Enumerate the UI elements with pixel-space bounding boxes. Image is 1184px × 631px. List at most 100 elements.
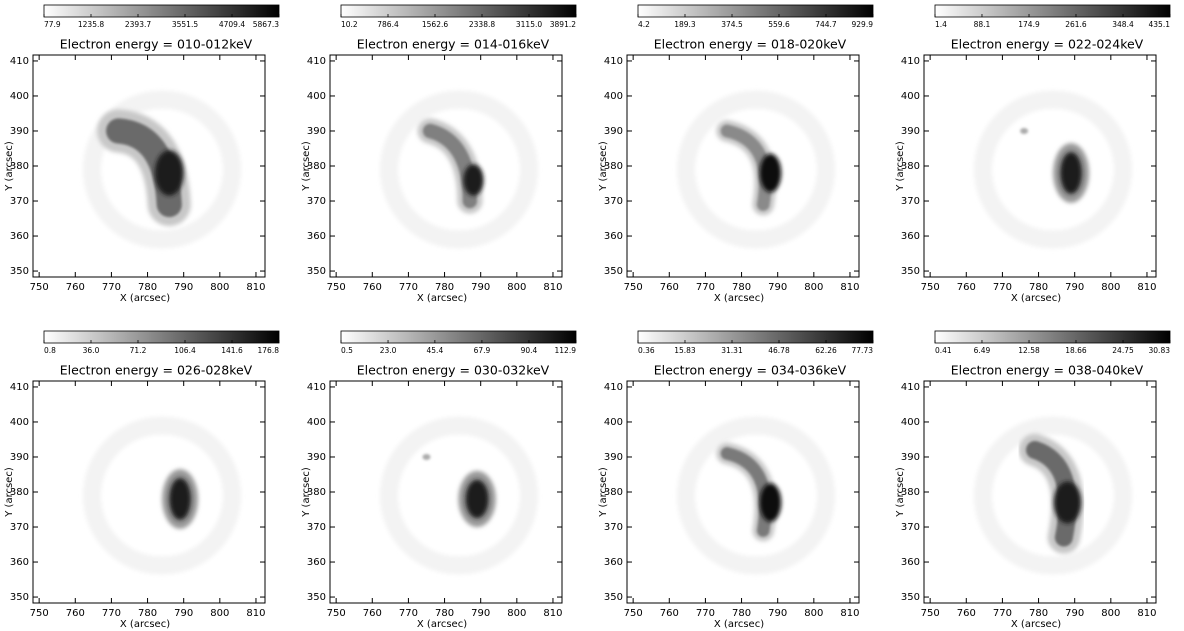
y-tick-label: 370 <box>901 522 920 533</box>
colorbar-tick-label: 24.75 <box>1112 346 1134 355</box>
colorbar-tick-label: 3551.5 <box>172 20 198 29</box>
x-axis-label: X (arcsec) <box>1011 619 1061 630</box>
colorbar-tick-label: 88.1 <box>974 20 991 29</box>
y-axis-label: Y (arcsec) <box>301 141 312 192</box>
y-axis-label: Y (arcsec) <box>895 467 906 518</box>
x-tick-label: 780 <box>732 282 751 293</box>
colorbar-tick-label: 176.8 <box>258 346 280 355</box>
image <box>33 381 265 603</box>
colorbar-tick-label: 1562.6 <box>422 20 448 29</box>
panel-title: Electron energy = 010-012keV <box>60 37 253 52</box>
colorbar-tick-label: 18.66 <box>1065 346 1087 355</box>
y-tick-label: 410 <box>604 56 623 67</box>
x-tick-label: 790 <box>768 608 787 619</box>
colorbar <box>934 4 1171 18</box>
x-axis-label: X (arcsec) <box>714 293 764 304</box>
x-tick-label: 770 <box>993 282 1012 293</box>
colorbar <box>637 4 874 18</box>
colorbar-tick-label: 46.78 <box>768 346 790 355</box>
colorbar-tick-label: 174.9 <box>1018 20 1040 29</box>
haze <box>83 416 242 575</box>
y-tick-label: 360 <box>901 557 920 568</box>
y-tick-label: 400 <box>10 417 29 428</box>
x-tick-label: 790 <box>471 282 490 293</box>
y-axis-label: Y (arcsec) <box>598 467 609 518</box>
colorbar-tick-label: 31.31 <box>721 346 743 355</box>
y-tick-label: 400 <box>307 417 326 428</box>
y-tick-label: 380 <box>10 161 29 172</box>
y-tick-label: 400 <box>901 417 920 428</box>
colorbar-tick-label: 189.3 <box>674 20 696 29</box>
y-tick-label: 390 <box>604 126 623 137</box>
y-tick-label: 370 <box>901 196 920 207</box>
y-tick-label: 390 <box>901 126 920 137</box>
colorbar-tick-label: 15.83 <box>674 346 696 355</box>
colorbar-tick-label: 6.49 <box>974 346 991 355</box>
y-tick-label: 400 <box>10 91 29 102</box>
haze <box>974 90 1133 249</box>
colorbar-tick-label: 106.4 <box>174 346 196 355</box>
colorbar-tick-label: 4.2 <box>638 20 650 29</box>
x-tick-label: 800 <box>507 608 526 619</box>
haze <box>83 90 242 249</box>
colorbar-tick-label: 1.4 <box>935 20 947 29</box>
y-tick-label: 380 <box>307 161 326 172</box>
x-tick-label: 810 <box>1137 608 1156 619</box>
colorbar-tick-label: 36.0 <box>83 346 100 355</box>
x-tick-label: 770 <box>399 282 418 293</box>
colorbar-tick-label: 0.36 <box>638 346 655 355</box>
y-tick-label: 370 <box>307 522 326 533</box>
emission-arc <box>720 124 772 211</box>
x-tick-label: 790 <box>174 608 193 619</box>
x-tick-label: 780 <box>1029 608 1048 619</box>
image <box>627 55 859 277</box>
colorbar-tick-label: 374.5 <box>721 20 743 29</box>
image <box>924 381 1156 603</box>
panel: 77.9 1235.8 2393.7 3551.5 4709.4 5867.3Electr… <box>4 4 280 304</box>
y-tick-label: 370 <box>604 522 623 533</box>
y-tick-label: 410 <box>604 382 623 393</box>
colorbar-tick-label: 4709.4 <box>219 20 245 29</box>
x-axis-label: X (arcsec) <box>1011 293 1061 304</box>
colorbar-tick-label: 0.8 <box>44 346 56 355</box>
y-tick-label: 370 <box>307 196 326 207</box>
y-tick-label: 400 <box>604 91 623 102</box>
y-tick-label: 350 <box>307 592 326 603</box>
y-tick-label: 370 <box>10 522 29 533</box>
y-axis-label: Y (arcsec) <box>598 141 609 192</box>
colorbar-tick-label: 435.1 <box>1149 20 1171 29</box>
x-tick-label: 780 <box>1029 282 1048 293</box>
panel-title: Electron energy = 014-016keV <box>357 37 550 52</box>
x-tick-label: 760 <box>660 282 679 293</box>
x-tick-label: 750 <box>624 282 643 293</box>
y-tick-label: 350 <box>901 592 920 603</box>
y-tick-label: 380 <box>901 487 920 498</box>
y-tick-label: 410 <box>901 56 920 67</box>
colorbar-tick-label: 10.2 <box>341 20 358 29</box>
x-tick-label: 770 <box>399 608 418 619</box>
panel-title: Electron energy = 034-036keV <box>654 363 847 378</box>
x-tick-label: 800 <box>507 282 526 293</box>
y-tick-label: 410 <box>10 56 29 67</box>
y-tick-label: 360 <box>604 231 623 242</box>
colorbar-tick-label: 261.6 <box>1065 20 1087 29</box>
x-tick-label: 780 <box>732 608 751 619</box>
y-tick-label: 380 <box>604 161 623 172</box>
x-tick-label: 760 <box>957 282 976 293</box>
x-tick-label: 750 <box>921 608 940 619</box>
x-tick-label: 810 <box>543 282 562 293</box>
y-tick-label: 390 <box>307 452 326 463</box>
x-tick-label: 790 <box>768 282 787 293</box>
emission-core <box>1060 152 1082 195</box>
colorbar-tick-label: 2338.8 <box>469 20 495 29</box>
y-axis-label: Y (arcsec) <box>4 467 15 518</box>
colorbar-tick-label: 141.6 <box>221 346 243 355</box>
x-tick-label: 810 <box>246 608 265 619</box>
emission-core <box>759 153 782 193</box>
colorbar-tick-label: 0.41 <box>935 346 952 355</box>
y-tick-label: 370 <box>604 196 623 207</box>
x-tick-label: 810 <box>840 282 859 293</box>
x-tick-label: 750 <box>30 282 49 293</box>
y-tick-label: 400 <box>604 417 623 428</box>
